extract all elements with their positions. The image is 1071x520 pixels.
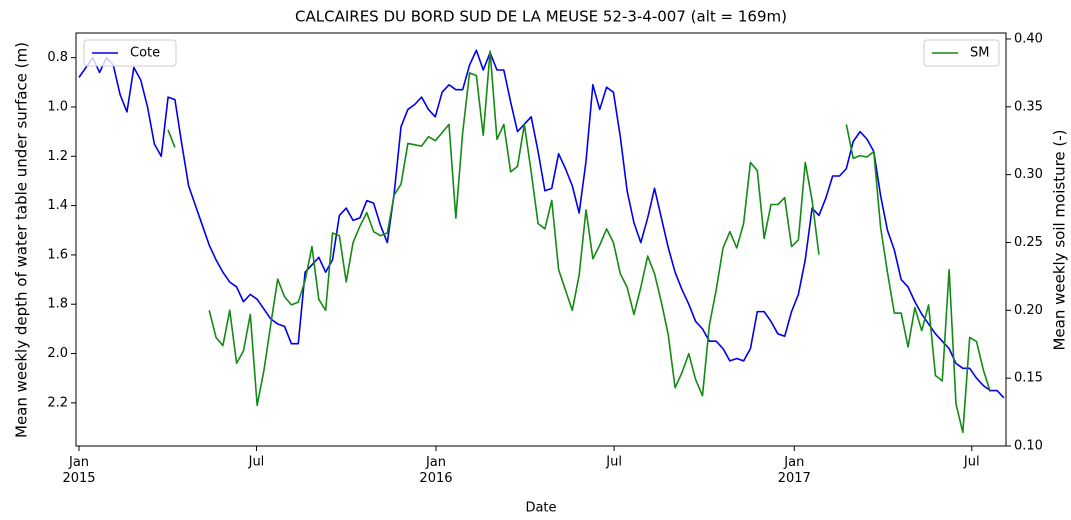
- y2-tick-label: 0.25: [1014, 235, 1043, 250]
- y2-tick-label: 0.35: [1014, 99, 1043, 114]
- x-tick-label: Jan 2015: [62, 455, 95, 486]
- y2-axis-label: Mean weekly soil moisture (-): [1051, 129, 1069, 350]
- x-tick-label: Jul: [963, 455, 980, 470]
- x-tick-label: Jan 2016: [419, 455, 452, 486]
- y-tick-label: 1.2: [47, 149, 68, 164]
- legend-label: Cote: [130, 46, 160, 61]
- y-tick-label: 1.0: [47, 99, 68, 114]
- y-tick-label: 0.8: [47, 50, 68, 65]
- y-tick-label: 2.2: [47, 395, 68, 410]
- y2-tick-label: 0.40: [1014, 31, 1043, 46]
- chart-title: CALCAIRES DU BORD SUD DE LA MEUSE 52-3-4…: [295, 8, 787, 26]
- legend-box: [83, 39, 177, 67]
- series-line: [167, 50, 992, 434]
- x-tick-label: Jul: [605, 455, 622, 470]
- y2-tick-label: 0.10: [1014, 439, 1043, 454]
- series-line: [78, 49, 1005, 399]
- legend-label: SM: [970, 46, 989, 61]
- x-tick-label: Jan 2017: [778, 455, 811, 486]
- y2-tick-label: 0.15: [1014, 371, 1043, 386]
- y-tick-label: 2.0: [47, 346, 68, 361]
- y-tick-label: 1.8: [47, 297, 68, 312]
- legend: Cote: [83, 39, 177, 67]
- y-axis-label: Mean weekly depth of water table under s…: [13, 42, 31, 438]
- y2-tick-label: 0.30: [1014, 167, 1043, 182]
- legend: SM: [923, 39, 1000, 67]
- plot-frame: [75, 32, 1007, 447]
- legend-box: [923, 39, 1000, 67]
- x-axis-label: Date: [525, 501, 556, 516]
- y-tick-label: 1.4: [47, 198, 68, 213]
- y2-tick-label: 0.20: [1014, 303, 1043, 318]
- x-tick-label: Jul: [248, 455, 265, 470]
- y-tick-label: 1.6: [47, 247, 68, 262]
